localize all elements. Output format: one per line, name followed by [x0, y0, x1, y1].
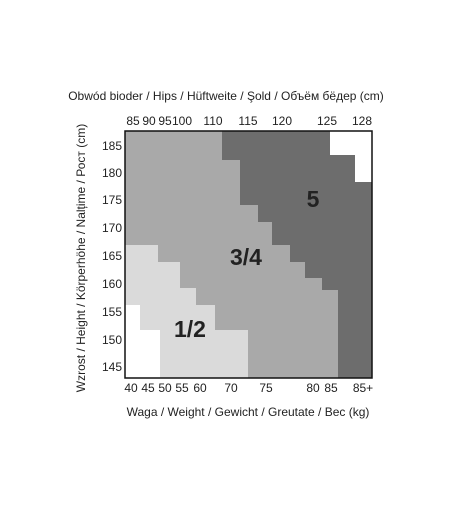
frame	[124, 130, 373, 379]
top-axis-title: Obwód bioder / Hips / Hüftweite / Şold /…	[68, 89, 384, 103]
bottom-axis-title: Waga / Weight / Gewicht / Greutate / Вес…	[127, 405, 370, 419]
zone-label: 3/4	[230, 244, 262, 270]
left-axis-title: Wzrost / Height / Körperhöhe / Nalțime /…	[74, 124, 88, 392]
bottom-tick-label: 75	[259, 381, 273, 395]
bottom-tick-label: 85+	[353, 381, 373, 395]
top-tick-label: 128	[352, 114, 372, 128]
bottom-tick-label: 85	[324, 381, 338, 395]
left-tick-label: 155	[102, 305, 122, 319]
bottom-tick-label: 40	[124, 381, 138, 395]
bottom-tick-label: 50	[158, 381, 172, 395]
top-tick-label: 115	[238, 114, 257, 128]
top-tick-label: 125	[317, 114, 337, 128]
top-tick-label: 90	[142, 114, 156, 128]
bottom-tick-label: 80	[306, 381, 320, 395]
corner-top-right	[330, 131, 372, 182]
top-tick-label: 95	[158, 114, 172, 128]
zone-label: 5	[307, 186, 320, 212]
bottom-tick-label: 60	[193, 381, 207, 395]
bottom-tick-label: 55	[175, 381, 189, 395]
left-tick-label: 145	[102, 360, 122, 374]
zone-label: 1/2	[174, 316, 206, 342]
zone-dark	[222, 131, 372, 378]
top-tick-label: 85	[126, 114, 140, 128]
top-tick-label: 100	[172, 114, 192, 128]
top-tick-label: 120	[272, 114, 292, 128]
bottom-tick-label: 70	[224, 381, 238, 395]
top-tick-label: 110	[203, 114, 222, 128]
left-tick-label: 165	[102, 249, 122, 263]
left-tick-label: 180	[102, 166, 122, 180]
bottom-tick-label: 45	[141, 381, 155, 395]
left-tick-label: 160	[102, 277, 122, 291]
left-tick-label: 150	[102, 333, 122, 347]
left-tick-label: 170	[102, 221, 122, 235]
left-tick-label: 175	[102, 193, 122, 207]
left-tick-label: 185	[102, 139, 122, 153]
corner-bottom-left	[125, 305, 160, 378]
